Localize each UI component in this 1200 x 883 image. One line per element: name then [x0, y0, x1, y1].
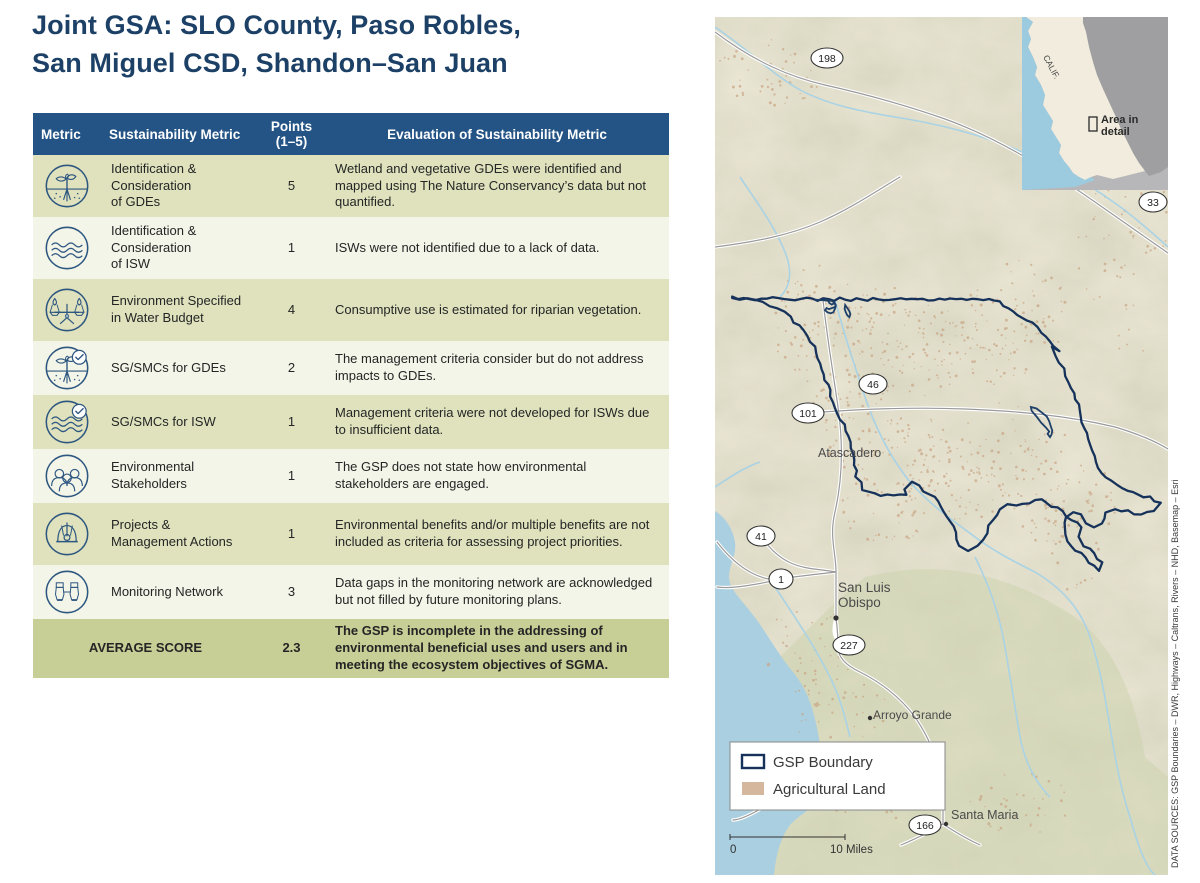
svg-text:41: 41	[755, 531, 767, 543]
svg-text:GSP Boundary: GSP Boundary	[773, 754, 873, 771]
svg-text:227: 227	[840, 640, 858, 652]
svg-text:166: 166	[916, 820, 934, 832]
svg-text:DATA SOURCES: GSP Boundaries –: DATA SOURCES: GSP Boundaries – DWR, High…	[1170, 479, 1180, 868]
svg-text:33: 33	[1147, 197, 1159, 209]
svg-text:San Luis: San Luis	[838, 580, 891, 595]
svg-text:detail: detail	[1101, 126, 1130, 138]
svg-text:1: 1	[778, 574, 784, 586]
svg-text:0: 0	[730, 844, 736, 856]
svg-text:Area in: Area in	[1101, 114, 1139, 126]
svg-text:10 Miles: 10 Miles	[830, 844, 873, 856]
svg-text:198: 198	[818, 53, 836, 65]
svg-text:46: 46	[867, 379, 879, 391]
svg-text:Agricultural Land: Agricultural Land	[773, 781, 886, 798]
svg-text:Atascadero: Atascadero	[818, 446, 881, 460]
svg-text:Obispo: Obispo	[838, 595, 881, 610]
svg-text:101: 101	[799, 408, 817, 420]
svg-text:Arroyo Grande: Arroyo Grande	[873, 708, 952, 722]
svg-text:Santa Maria: Santa Maria	[951, 808, 1018, 822]
